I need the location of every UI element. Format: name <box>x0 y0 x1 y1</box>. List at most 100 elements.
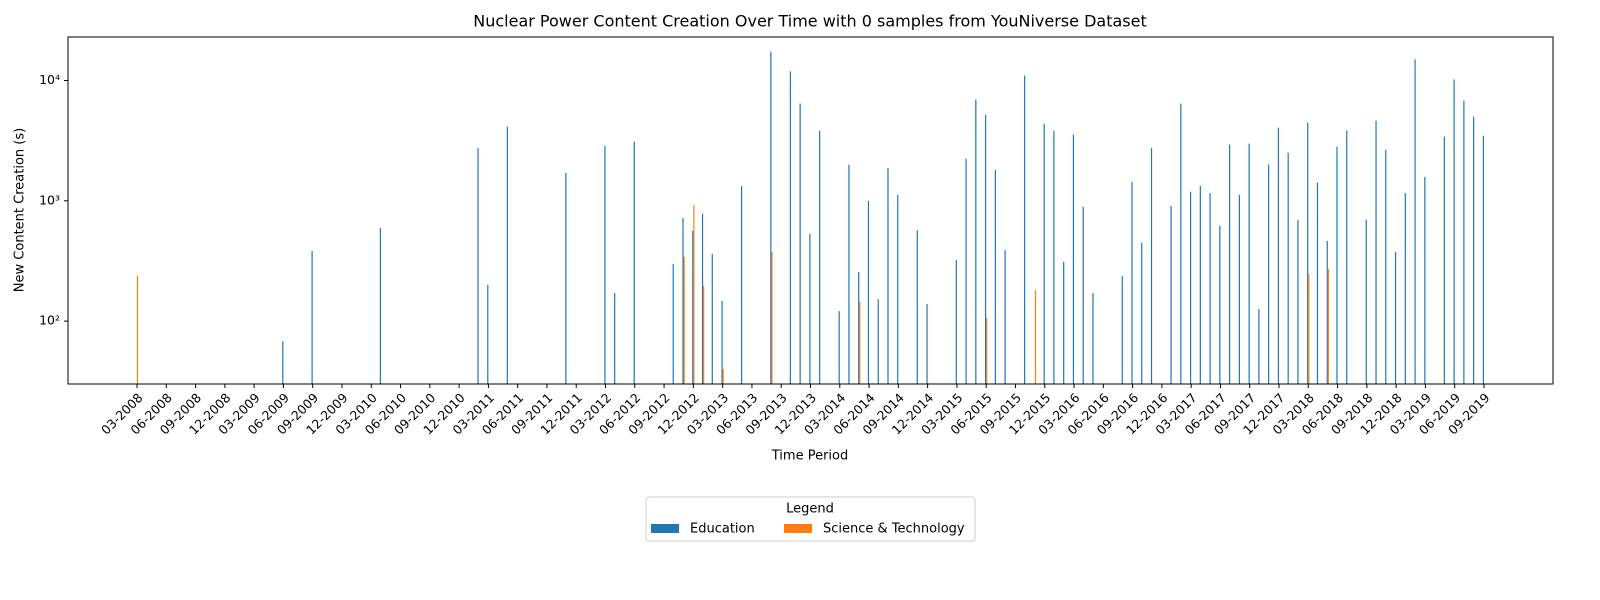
y-tick-label: 10³ <box>39 192 60 207</box>
bar <box>1248 143 1250 384</box>
bar <box>721 300 723 384</box>
legend-label: Science & Technology <box>823 522 965 537</box>
bar <box>614 293 616 384</box>
bar <box>859 302 861 384</box>
bar <box>965 158 967 384</box>
bar <box>1385 149 1387 384</box>
bar <box>1308 274 1310 384</box>
bar <box>683 256 685 384</box>
bar <box>1053 130 1055 384</box>
bar <box>1229 144 1231 384</box>
bar <box>955 260 957 384</box>
bar <box>867 200 870 384</box>
bar <box>1034 290 1037 384</box>
bar <box>819 130 821 384</box>
bar <box>770 51 772 384</box>
bar <box>975 99 977 384</box>
bar <box>1238 194 1240 384</box>
bar <box>703 285 705 384</box>
bar <box>477 147 479 384</box>
bar <box>740 185 743 384</box>
bar <box>311 250 313 384</box>
bar <box>916 230 918 384</box>
bar <box>1180 103 1182 384</box>
legend-box <box>645 496 976 542</box>
bar <box>1141 242 1143 384</box>
bar <box>1336 146 1338 384</box>
bar <box>682 217 684 384</box>
bar <box>1327 269 1329 384</box>
bar <box>722 368 724 384</box>
bar <box>984 114 987 384</box>
bar <box>1131 181 1133 384</box>
bar <box>379 227 382 384</box>
bar <box>711 253 713 384</box>
bar <box>1443 136 1445 384</box>
bar <box>838 311 840 384</box>
bar <box>1092 293 1094 384</box>
bar <box>506 126 508 384</box>
bar <box>1394 251 1397 384</box>
bar <box>926 303 928 384</box>
bar <box>1024 75 1026 384</box>
bar <box>136 276 139 384</box>
bar <box>986 318 988 384</box>
bar <box>848 164 850 384</box>
y-axis-label: New Content Creation (s) <box>13 128 28 292</box>
bar <box>633 141 635 384</box>
bar <box>1453 79 1455 384</box>
bar <box>1072 134 1075 384</box>
chart-title: Nuclear Power Content Creation Over Time… <box>473 12 1146 31</box>
bar <box>672 263 674 384</box>
bar <box>1404 193 1406 384</box>
bar <box>1189 191 1192 384</box>
bar <box>771 251 773 384</box>
bar <box>565 172 567 384</box>
bar <box>1170 205 1172 384</box>
bar <box>487 284 489 384</box>
bar <box>799 103 801 384</box>
bar <box>1375 120 1377 384</box>
bar <box>858 271 860 384</box>
bar <box>1063 261 1065 384</box>
bar <box>1346 130 1348 384</box>
bar <box>1326 240 1328 384</box>
bar <box>887 167 889 384</box>
bar <box>877 299 879 384</box>
bar <box>692 230 694 384</box>
bar <box>1473 116 1475 384</box>
bar <box>1365 219 1367 384</box>
bar <box>1268 164 1270 384</box>
y-tick-label: 10⁴ <box>39 72 60 87</box>
bar <box>282 341 284 384</box>
bar <box>1316 182 1319 384</box>
plot-frame <box>67 36 1554 385</box>
bar <box>1287 152 1289 384</box>
legend-swatch <box>651 524 679 533</box>
bar <box>789 71 791 385</box>
bar <box>1082 206 1084 384</box>
bar <box>897 194 899 384</box>
bar <box>1258 309 1260 384</box>
bar <box>693 204 695 384</box>
bar <box>1004 249 1006 384</box>
bar <box>809 233 811 384</box>
bar <box>1277 127 1280 384</box>
x-axis-label: Time Period <box>771 449 848 464</box>
bar <box>1121 276 1123 384</box>
bar <box>1463 100 1465 384</box>
bar <box>1307 122 1309 385</box>
bar <box>1209 193 1211 384</box>
bar <box>1150 147 1153 384</box>
legend-label: Education <box>690 522 755 537</box>
bar <box>1199 185 1201 384</box>
legend-swatch <box>784 524 812 533</box>
bar <box>1297 219 1299 384</box>
bar <box>604 145 606 384</box>
bar <box>1414 59 1416 385</box>
bar <box>1219 225 1221 384</box>
bar <box>1424 176 1426 384</box>
y-tick-label: 10² <box>39 313 60 328</box>
